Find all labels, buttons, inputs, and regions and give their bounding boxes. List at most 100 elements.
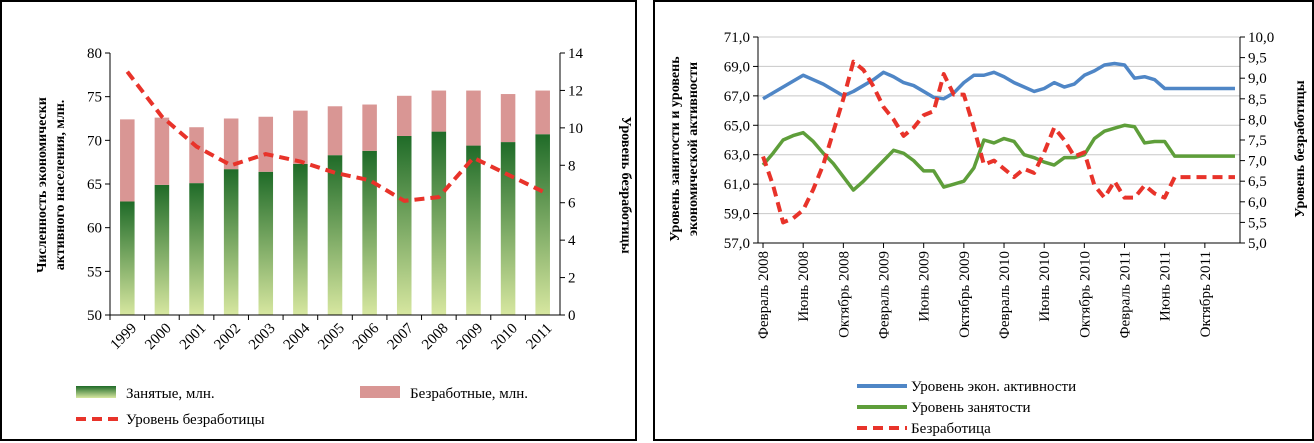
left-chart-legend: Занятые, млн. Безработные, млн. Уровень бе… xyxy=(76,386,528,428)
activity-chart-panel: 57,0 59,0 61,0 63,0 65,0 67,0 69,0 71,0 5,0 5,5 6,… xyxy=(653,0,1314,441)
employment-rate-line xyxy=(761,123,1235,192)
legend-label-unemployed: Безработные, млн. xyxy=(410,386,528,402)
right-y-tick-label: 6,0 xyxy=(1248,195,1267,211)
unemployed-bar xyxy=(466,90,481,146)
left-y-tick-label: 63,0 xyxy=(724,148,750,164)
employed-bar xyxy=(223,169,239,315)
right-y-tick-label: 10 xyxy=(568,121,583,137)
unemployed-bar xyxy=(535,90,550,135)
x-tick-label: 2001 xyxy=(177,321,210,354)
x-tick-label: Июнь 2009 xyxy=(917,251,933,322)
employed-bar xyxy=(258,171,274,315)
employed-bar xyxy=(120,201,135,315)
x-tick-label: 2002 xyxy=(211,321,244,354)
x-tick-label: Октябрь 2009 xyxy=(957,251,973,338)
right-y-tick-label: 4 xyxy=(568,233,576,249)
x-tick-label: Февраль 2008 xyxy=(756,251,772,339)
unemployed-bar xyxy=(396,95,412,136)
right-y-tick-label: 9,0 xyxy=(1248,71,1267,87)
x-tick-label: 2005 xyxy=(315,321,348,354)
legend-label-activity: Уровень экон. активности xyxy=(911,379,1076,395)
legend-label-employment: Уровень занятости xyxy=(911,400,1031,416)
unemployed-bar xyxy=(293,110,308,164)
left-y-tick-label: 71,0 xyxy=(724,30,750,46)
x-tick-label: Октябрь 2010 xyxy=(1077,251,1093,338)
left-y-tick-label: 60 xyxy=(87,221,102,237)
right-y-tick-label: 5,0 xyxy=(1248,236,1267,252)
employed-bar xyxy=(431,131,447,315)
x-tick-label: Июнь 2011 xyxy=(1158,251,1174,321)
left-y-tick-label: 65 xyxy=(87,177,102,193)
right-chart-y-axis-title-line1: Уровень занятости и уровень xyxy=(668,56,683,242)
employed-bar xyxy=(500,142,516,315)
right-y-tick-label: 12 xyxy=(568,83,583,99)
employed-bar xyxy=(293,163,308,315)
right-chart-y-axis-title-line2: экономической активности xyxy=(686,62,701,236)
unemployed-bar xyxy=(500,94,516,143)
left-y-tick-label: 50 xyxy=(87,308,102,324)
left-y-tick-label: 55 xyxy=(87,264,102,280)
left-y-tick-label: 67,0 xyxy=(724,89,750,105)
unemployed-bar xyxy=(189,127,204,184)
unemployed-bar xyxy=(154,117,170,185)
employed-bar xyxy=(154,184,170,315)
x-tick-label: 2007 xyxy=(385,320,418,353)
left-y-tick-label: 70 xyxy=(87,133,102,149)
legend-label-unemployment: Безработица xyxy=(911,421,991,437)
employed-bar xyxy=(535,134,550,315)
x-tick-label: 2009 xyxy=(454,321,487,354)
x-tick-label: Февраль 2009 xyxy=(877,251,893,339)
x-tick-label: 2008 xyxy=(419,321,452,354)
x-tick-label: 2006 xyxy=(350,320,383,353)
right-y-tick-label: 8,5 xyxy=(1248,92,1267,108)
right-chart-y2-axis-title: Уровень безработицы xyxy=(1293,80,1308,217)
employed-bar xyxy=(396,135,412,315)
legend-label-employed: Занятые, млн. xyxy=(126,386,215,402)
x-tick-label: 1999 xyxy=(108,321,141,354)
x-tick-label: Октябрь 2011 xyxy=(1198,251,1214,337)
unemployed-bar xyxy=(362,104,377,151)
unemployed-bar xyxy=(223,118,239,170)
x-tick-label: Февраль 2011 xyxy=(1118,251,1134,338)
x-tick-label: Июнь 2010 xyxy=(1037,251,1053,322)
right-y-tick-label: 8,0 xyxy=(1248,112,1267,128)
activity-line-chart: 57,0 59,0 61,0 63,0 65,0 67,0 69,0 71,0 5,0 5,5 6,… xyxy=(668,30,1308,437)
right-y-axis-title: Уровень безработицы xyxy=(618,116,633,253)
right-y-tick-label: 10,0 xyxy=(1248,30,1274,46)
unemployed-bar xyxy=(258,116,274,172)
left-y-tick-label: 65,0 xyxy=(724,118,750,134)
x-tick-label: 2004 xyxy=(281,320,314,353)
legend-swatch-employed xyxy=(76,386,116,398)
right-y-tick-label: 6 xyxy=(568,196,576,212)
x-tick-label: 2010 xyxy=(488,321,521,354)
employed-bar xyxy=(362,150,377,315)
x-tick-label: 2011 xyxy=(523,321,555,353)
right-y-tick-label: 0 xyxy=(568,308,576,324)
x-tick-label: Июнь 2008 xyxy=(796,251,812,322)
employed-bar xyxy=(189,183,204,315)
right-y-tick-label: 7,0 xyxy=(1248,154,1267,170)
unemployed-bar xyxy=(327,106,343,156)
x-tick-label: 2003 xyxy=(246,321,279,354)
activity-rate-line xyxy=(762,61,1235,101)
x-tick-label: Февраль 2010 xyxy=(997,251,1013,339)
left-y-tick-label: 59,0 xyxy=(724,207,750,223)
employment-chart-panel: 50 55 60 65 70 75 80 0 2 4 6 8 10 12 14 1999 2000 2001 200… xyxy=(0,0,637,441)
left-y-tick-label: 75 xyxy=(87,90,102,106)
left-y-tick-label: 80 xyxy=(87,46,102,62)
unemployed-bar xyxy=(120,119,135,202)
legend-label-unemployment-rate: Уровень безработицы xyxy=(126,412,265,428)
left-y-tick-label: 57,0 xyxy=(724,236,750,252)
legend-swatch-unemployed xyxy=(360,386,400,398)
unemployment-rate-line xyxy=(125,70,544,203)
left-y-axis-title-line2: активного населения, млн. xyxy=(53,100,68,271)
employed-bar xyxy=(327,155,343,315)
right-y-tick-label: 6,5 xyxy=(1248,174,1267,190)
x-tick-label: Октябрь 2008 xyxy=(836,251,852,338)
right-y-tick-label: 8 xyxy=(568,158,576,174)
right-y-tick-label: 7,5 xyxy=(1248,133,1267,149)
left-y-axis-title-line1: Численность экономически xyxy=(35,97,50,273)
right-y-tick-label: 14 xyxy=(568,46,584,62)
left-y-tick-label: 69,0 xyxy=(724,59,750,75)
